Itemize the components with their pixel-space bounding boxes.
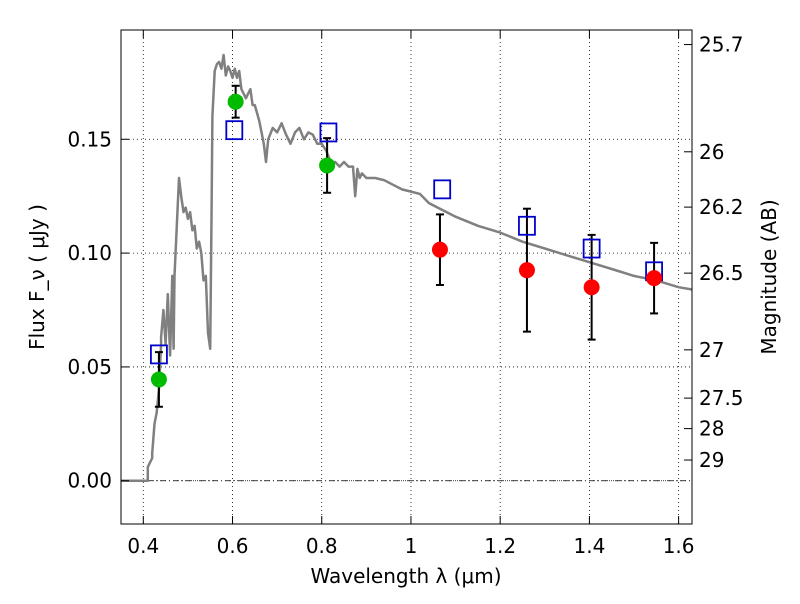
observed-red-point xyxy=(583,279,600,296)
y-tick-label-right: 26.2 xyxy=(699,195,744,219)
model-square-point xyxy=(518,215,536,236)
sed-model-layer xyxy=(121,53,693,482)
y-axis-label-right: Magnitude (AB) xyxy=(757,199,781,354)
y-tick-label-left: 0.00 xyxy=(67,469,112,493)
x-axis-label: Wavelength λ (μm) xyxy=(310,564,501,588)
observed-red-point xyxy=(518,262,535,279)
x-tick-label: 1.6 xyxy=(663,534,695,558)
observed-green-point xyxy=(227,93,244,110)
y-tick-label-right: 26 xyxy=(699,140,724,164)
y-tick-label-right: 26.5 xyxy=(699,261,744,285)
x-axis-label-text: Wavelength λ (μm) xyxy=(310,564,501,588)
y-tick-label-right: 25.7 xyxy=(699,33,744,57)
y-tick-label-left: 0.05 xyxy=(67,355,112,379)
plot-frame xyxy=(120,29,693,525)
tick-layer xyxy=(121,30,692,524)
x-tick-label: 0.6 xyxy=(217,534,249,558)
observed-red-point xyxy=(646,270,663,287)
tick-label-layer: 0.4 0.6 0.8 1 1.2 1.4 1.6 0.00 0.05 0.10 0.15 25.7 2… xyxy=(67,33,743,558)
model-square-point xyxy=(150,344,168,365)
y-tick-label-left: 0.10 xyxy=(67,241,112,265)
x-tick-label: 1.4 xyxy=(573,534,605,558)
observed-green-point xyxy=(319,157,336,174)
y-tick-label-right: 27.5 xyxy=(699,386,744,410)
y-axis-label-left: Flux F_ν ( μJy ) xyxy=(25,204,49,350)
model-square-point xyxy=(319,122,338,143)
y-axis-label-left-text: Flux F_ν ( μJy ) xyxy=(25,204,49,350)
y-tick-label-right: 29 xyxy=(699,448,724,472)
x-tick-label: 1.2 xyxy=(484,534,516,558)
observed-green-point xyxy=(150,371,167,388)
errorbar-layer xyxy=(154,84,659,408)
y-tick-label-right: 27 xyxy=(699,338,724,362)
y-tick-label-left: 0.15 xyxy=(67,127,112,151)
sed-model-line xyxy=(121,53,693,482)
y-axis-label-right-text: Magnitude (AB) xyxy=(757,199,781,354)
model-square-point xyxy=(582,238,601,259)
model-square-point xyxy=(433,179,452,200)
x-tick-label: 0.8 xyxy=(306,534,338,558)
model-square-point xyxy=(225,120,244,141)
y-tick-label-right: 28 xyxy=(699,417,724,441)
x-tick-label: 1 xyxy=(405,534,418,558)
observed-red-point xyxy=(431,241,448,258)
x-tick-label: 0.4 xyxy=(127,534,159,558)
marker-layer xyxy=(150,93,663,388)
